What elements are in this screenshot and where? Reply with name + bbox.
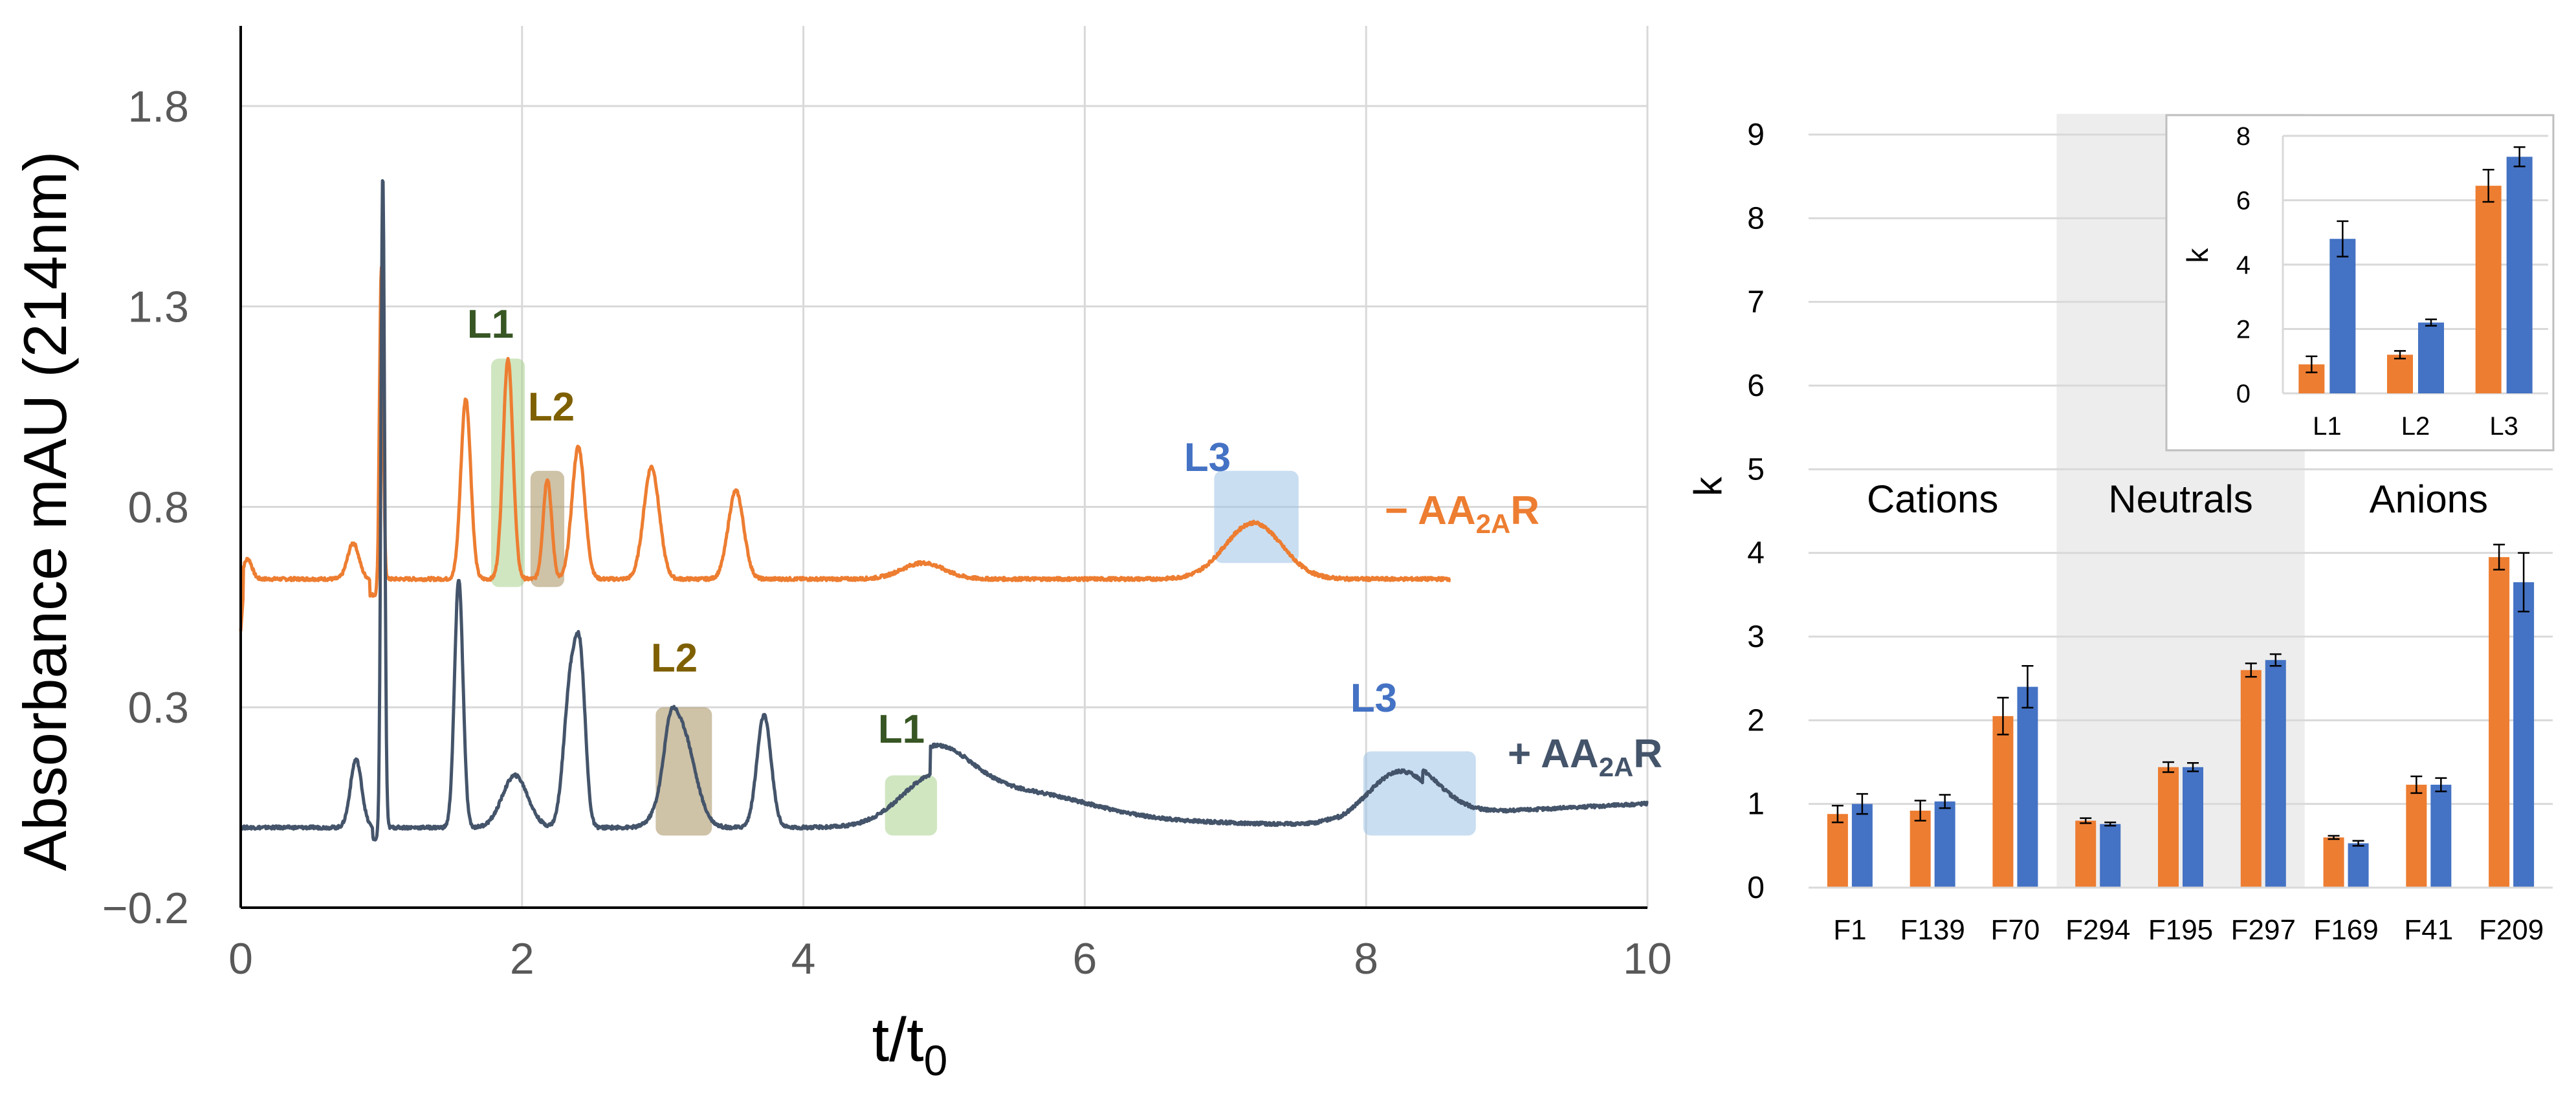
highlight-box-l2	[530, 470, 565, 587]
series-label-minus-aa2ar: − AA2AR	[1385, 488, 1539, 539]
series-label-subscript: 2A	[1476, 509, 1511, 539]
x-axis-title-subscript: 0	[924, 1036, 948, 1084]
y-axis-title: Absorbance mAU (214nm)	[11, 151, 79, 871]
x-tick-label: 8	[1354, 934, 1378, 983]
highlight-box-l1	[885, 775, 938, 836]
bar-f70-blue	[2017, 686, 2038, 888]
x-tick-label: 10	[1623, 934, 1672, 983]
series-label-plus-aa2ar: + AA2AR	[1508, 732, 1662, 782]
y-tick-label: 4	[1747, 536, 1765, 571]
group-label-anions: Anions	[2370, 477, 2488, 521]
y-tick-label: 5	[1747, 452, 1765, 487]
inset-category-label-l2: L2	[2401, 412, 2430, 441]
bar-f209-blue	[2513, 582, 2535, 888]
y-tick-label: −0.2	[102, 884, 189, 933]
y-tick-label: 3	[1747, 620, 1765, 654]
series-label-end: R	[1510, 488, 1539, 533]
inset-bar-l3-blue	[2506, 157, 2533, 393]
y-tick-label: 2	[1747, 703, 1765, 738]
x-tick-label: 4	[791, 934, 816, 983]
trace-plus-aa2ar	[239, 179, 1649, 842]
category-label-f195: F195	[2148, 914, 2213, 946]
bar-f294-blue	[2100, 824, 2121, 888]
peak-label-l2: L2	[528, 385, 575, 430]
trace-minus-aa2ar	[239, 265, 1452, 631]
inset-y-tick-label: 0	[2236, 380, 2251, 408]
bar-f169-orange	[2323, 837, 2344, 888]
bar-f139-blue	[1934, 801, 1955, 888]
y-tick-label: 0	[1747, 871, 1765, 905]
inset-bar-l1-blue	[2329, 239, 2356, 393]
inset-y-tick-label: 6	[2236, 187, 2251, 215]
category-label-f139: F139	[1900, 914, 1965, 946]
inset-y-axis-title: k	[2181, 248, 2214, 263]
category-label-f41: F41	[2404, 914, 2453, 946]
inset-bar-l2-blue	[2418, 322, 2444, 393]
bar-f41-orange	[2406, 784, 2427, 888]
bar-f195-orange	[2158, 767, 2179, 888]
y-tick-label: 0.8	[127, 483, 189, 532]
category-label-f209: F209	[2479, 914, 2544, 946]
inset-category-label-l1: L1	[2313, 412, 2342, 441]
y-tick-label: 7	[1747, 285, 1765, 320]
series-label-name: + AA	[1508, 732, 1599, 776]
bar-f70-orange	[1992, 716, 2014, 888]
category-label-f169: F169	[2313, 914, 2378, 946]
bar-f195-blue	[2183, 767, 2203, 888]
category-label-f1: F1	[1833, 914, 1866, 946]
bar-f1-orange	[1827, 814, 1848, 888]
group-label-cations: Cations	[1867, 477, 1998, 521]
inset-bar-l3-orange	[2475, 186, 2502, 393]
inset-y-tick-label: 4	[2236, 251, 2251, 279]
ligand-inset-chart: L1 L2 L3 0 2 4 6 8 k	[2165, 114, 2555, 452]
x-tick-label: 2	[510, 934, 534, 983]
y-tick-label: 1	[1747, 787, 1765, 822]
bar-f209-orange	[2489, 557, 2510, 888]
y-tick-label: 9	[1747, 118, 1765, 152]
inset-y-tick-label: 8	[2236, 122, 2251, 151]
bar-f169-blue	[2348, 843, 2369, 888]
peak-label-l3: L3	[1350, 676, 1397, 721]
x-axis-title-main: t/t	[872, 1005, 924, 1075]
peak-label-l1: L1	[467, 302, 514, 347]
inset-bar-l2-orange	[2387, 355, 2413, 393]
inset-y-tick-label: 2	[2236, 316, 2251, 344]
y-tick-label: 6	[1747, 369, 1765, 403]
category-label-f297: F297	[2231, 914, 2296, 946]
series-label-subscript: 2A	[1599, 752, 1634, 782]
highlight-box-l3	[1363, 751, 1476, 836]
group-label-neutrals: Neutrals	[2108, 477, 2252, 521]
y-tick-label: 0.3	[127, 683, 189, 732]
x-tick-label: 0	[228, 934, 253, 983]
category-label-f294: F294	[2065, 914, 2130, 946]
series-label-name: − AA	[1385, 488, 1476, 533]
x-tick-label: 6	[1072, 934, 1097, 983]
y-tick-label: 1.8	[127, 82, 189, 131]
bar-f294-orange	[2075, 820, 2097, 888]
peak-label-l2: L2	[651, 636, 698, 681]
inset-category-label-l3: L3	[2489, 412, 2518, 441]
bar-f41-blue	[2430, 784, 2452, 888]
bar-f1-blue	[1851, 804, 1873, 888]
series-label-end: R	[1633, 732, 1662, 776]
bar-f297-orange	[2240, 670, 2262, 888]
bar-f297-blue	[2265, 660, 2286, 888]
bar-f139-orange	[1910, 811, 1931, 888]
peak-label-l1: L1	[878, 707, 925, 752]
highlight-box-l2	[655, 707, 712, 836]
y-tick-label: 8	[1747, 201, 1765, 235]
peak-label-l3: L3	[1184, 435, 1231, 480]
x-axis-title: t/t0	[872, 1005, 948, 1084]
y-tick-label: 1.3	[127, 283, 189, 332]
category-label-f70: F70	[1991, 914, 2040, 946]
y-axis-title: k	[1686, 476, 1730, 496]
